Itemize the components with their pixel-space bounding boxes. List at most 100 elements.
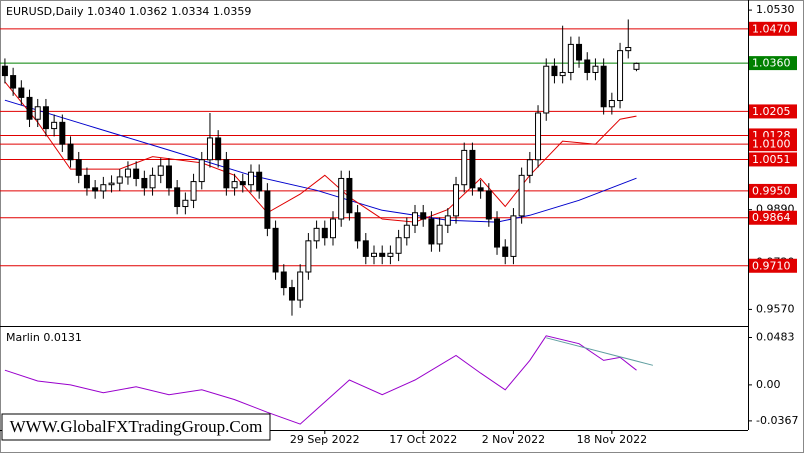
- level-label: 1.0051: [752, 153, 791, 166]
- candle-body: [272, 227, 279, 273]
- level-label-box: [749, 21, 797, 36]
- level-label: 0.9950: [752, 184, 791, 197]
- candle-body: [354, 212, 361, 242]
- candle-body: [100, 184, 107, 192]
- candle-body: [551, 65, 558, 77]
- indicator-y-tick-label: 0.00: [756, 378, 781, 391]
- candle-body: [280, 271, 287, 289]
- level-label-box: [749, 152, 797, 167]
- candle-body: [510, 215, 517, 257]
- candle-body: [420, 212, 427, 220]
- candle-body: [256, 171, 263, 192]
- candle-body: [133, 168, 140, 179]
- candle-body: [231, 181, 238, 189]
- candle-body: [600, 65, 607, 108]
- candle-body: [633, 62, 640, 70]
- candle-body: [584, 59, 591, 73]
- candle-body: [535, 112, 542, 161]
- level-label: 0.9864: [752, 211, 791, 224]
- candle-body: [608, 100, 615, 108]
- candle-body: [190, 181, 197, 201]
- candle-body: [67, 143, 74, 161]
- indicator-title: Marlin 0.0131: [6, 331, 82, 344]
- level-label-box: [749, 56, 797, 71]
- candle-body: [371, 252, 377, 257]
- candle-body: [526, 159, 533, 176]
- candle-body: [297, 271, 304, 301]
- level-label: 1.0470: [752, 22, 791, 35]
- candle-body: [26, 96, 33, 120]
- candle-body: [116, 176, 123, 184]
- candle-body: [215, 137, 222, 161]
- candle-body: [502, 246, 509, 257]
- candle-body: [1, 65, 8, 77]
- x-tick-label: 2 Nov 2022: [482, 433, 545, 446]
- candle-body: [321, 227, 328, 239]
- candle-body: [83, 174, 90, 189]
- candle-body: [182, 199, 189, 208]
- candle-body: [625, 47, 632, 52]
- moving-average: [4, 99, 637, 223]
- candle-body: [108, 182, 115, 186]
- indicator-y-tick-label: 0.0483: [756, 331, 795, 344]
- candle-body: [141, 177, 148, 189]
- candle-body: [59, 121, 66, 145]
- candle-body: [485, 190, 492, 220]
- y-tick-label: 1.0530: [756, 3, 795, 16]
- candle-body: [223, 159, 230, 189]
- candle-body: [346, 177, 353, 214]
- candle-body: [453, 184, 460, 217]
- candle-body: [92, 187, 99, 192]
- candle-body: [362, 240, 369, 257]
- candle-body: [18, 87, 25, 98]
- x-tick-label: 17 Oct 2022: [389, 433, 457, 446]
- candle-body: [264, 190, 271, 229]
- x-tick-label: 29 Sep 2022: [290, 433, 360, 446]
- candle-body: [477, 187, 484, 192]
- candle-body: [543, 65, 550, 114]
- level-label-box: [749, 137, 797, 152]
- candle-body: [436, 224, 443, 245]
- candle-body: [412, 212, 419, 226]
- candle-body: [34, 106, 41, 120]
- candle-body: [247, 171, 254, 186]
- level-label-box: [749, 183, 797, 198]
- level-label: 0.9710: [752, 259, 791, 272]
- indicator-line: [4, 335, 637, 425]
- indicator-y-tick-label: -0.0367: [756, 414, 798, 427]
- level-label-box: [749, 210, 797, 225]
- candle-body: [206, 137, 213, 161]
- candle-body: [313, 227, 320, 242]
- y-tick-label: 0.9570: [756, 302, 795, 315]
- candle-body: [592, 65, 599, 73]
- candle-body: [42, 106, 49, 130]
- candle-body: [329, 218, 336, 239]
- candle-body: [617, 50, 624, 102]
- price-pane: [0, 19, 748, 316]
- watermark: WWW.GlobalFXTradingGroup.Com: [10, 417, 263, 436]
- candle-body: [387, 252, 394, 257]
- level-label-box: [749, 258, 797, 273]
- x-tick-label: 18 Nov 2022: [577, 433, 647, 446]
- candle-body: [403, 224, 410, 239]
- candle-body: [239, 181, 246, 186]
- candle-body: [576, 43, 583, 61]
- chart-title: EURUSD,Daily 1.0340 1.0362 1.0334 1.0359: [6, 5, 251, 18]
- indicator-pane: [4, 335, 654, 425]
- level-label: 1.0205: [752, 105, 791, 118]
- candle-body: [51, 121, 58, 130]
- candle-body: [288, 287, 295, 301]
- level-label: 1.0360: [752, 57, 791, 70]
- candle-body: [518, 174, 525, 217]
- candle-body: [559, 71, 566, 77]
- candle-body: [124, 168, 131, 178]
- watermark-box: [1, 413, 271, 441]
- trendline: [546, 337, 654, 366]
- level-label-box: [749, 104, 797, 119]
- candle-body: [149, 174, 156, 189]
- candle-body: [444, 215, 451, 226]
- candle-body: [174, 187, 181, 208]
- candle-body: [494, 218, 501, 248]
